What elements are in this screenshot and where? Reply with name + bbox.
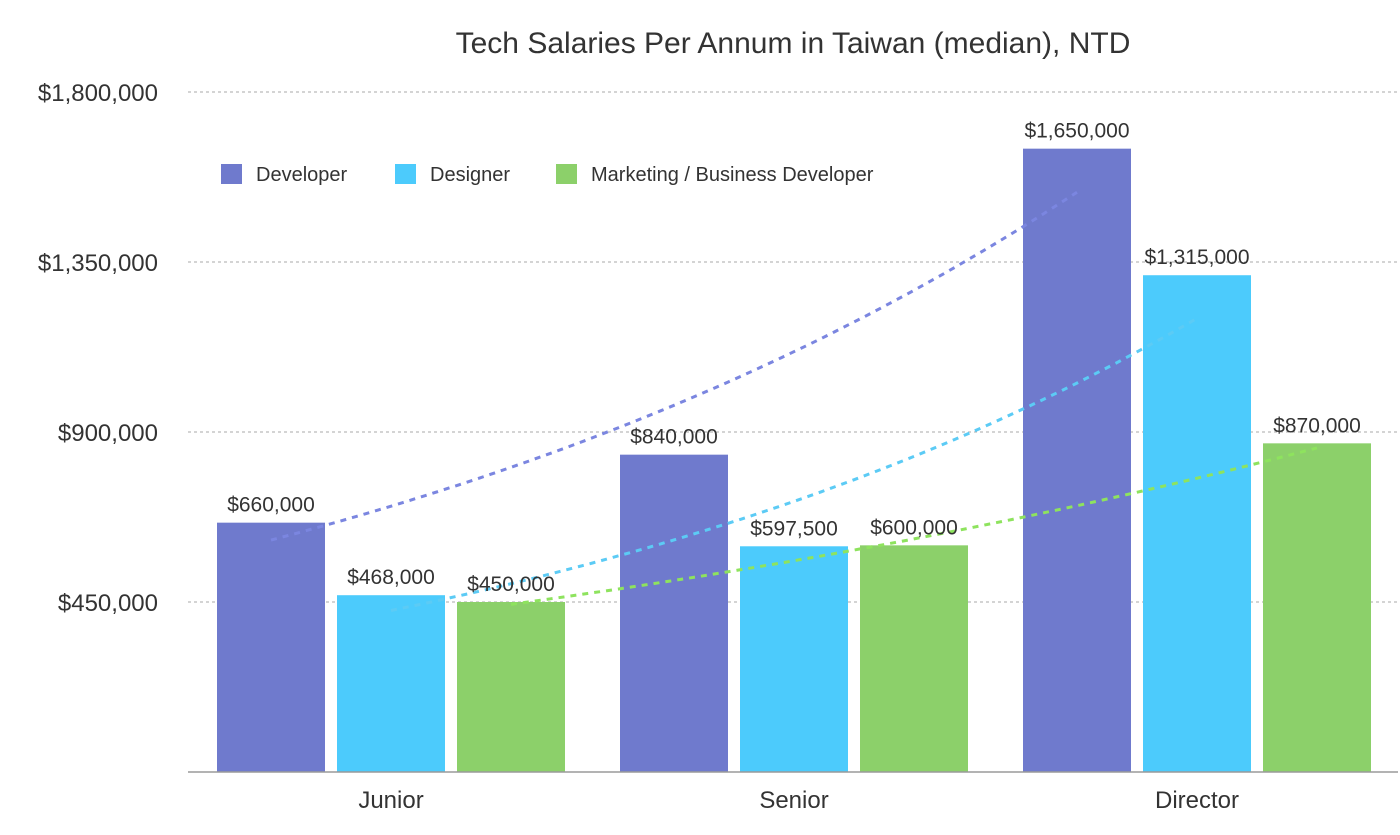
legend-swatch [221,164,242,184]
x-tick-label: Junior [358,787,423,814]
bar-value-label: $597,500 [750,517,838,540]
bar-value-label: $660,000 [227,494,315,517]
x-axis-tick-labels: Junior Senior Director [358,787,1239,814]
bar-value-label: $840,000 [630,426,718,449]
bar-value-label: $1,650,000 [1024,120,1129,143]
bar-developer-director [1023,148,1131,772]
trend-lines [270,190,1318,612]
y-tick-label: $1,350,000 [38,250,158,277]
legend-item: Marketing / Business Developer [556,164,874,186]
bars [217,148,1371,772]
y-axis-tick-labels: $450,000 $900,000 $1,350,000 $1,800,000 [38,80,158,617]
legend-label: Developer [256,164,348,186]
x-tick-label: Director [1155,787,1239,814]
trend-line-designer [390,317,1198,612]
bar-value-label: $1,315,000 [1144,246,1249,269]
bar-developer-senior [620,454,728,772]
trend-line-developer [270,190,1078,542]
chart-title: Tech Salaries Per Annum in Taiwan (media… [456,27,1131,60]
bar-value-label: $450,000 [467,573,555,596]
legend: Developer Designer Marketing / Business De… [221,164,874,186]
bar-value-label: $870,000 [1273,414,1361,437]
bar-value-labels: $660,000 $840,000 $1,650,000 $468,000 $597,5… [227,120,1361,596]
legend-swatch [556,164,577,184]
y-tick-label: $900,000 [58,420,158,447]
legend-swatch [395,164,416,184]
y-tick-label: $450,000 [58,590,158,617]
legend-label: Designer [430,164,510,186]
x-tick-label: Senior [759,787,828,814]
bar-designer-director [1143,275,1251,772]
bar-designer-senior [740,546,848,772]
bar-value-label: $468,000 [347,566,435,589]
y-tick-label: $1,800,000 [38,80,158,107]
legend-item: Developer [221,164,348,186]
bar-marketing-business-developer-senior [860,545,968,772]
bar-value-label: $600,000 [870,516,958,539]
bar-marketing-business-developer-junior [457,602,565,772]
bar-marketing-business-developer-director [1263,443,1371,772]
bar-designer-junior [337,595,445,772]
trend-line-marketing-business-developer [510,446,1318,606]
legend-label: Marketing / Business Developer [591,164,874,186]
bar-developer-junior [217,522,325,772]
legend-item: Designer [395,164,510,186]
